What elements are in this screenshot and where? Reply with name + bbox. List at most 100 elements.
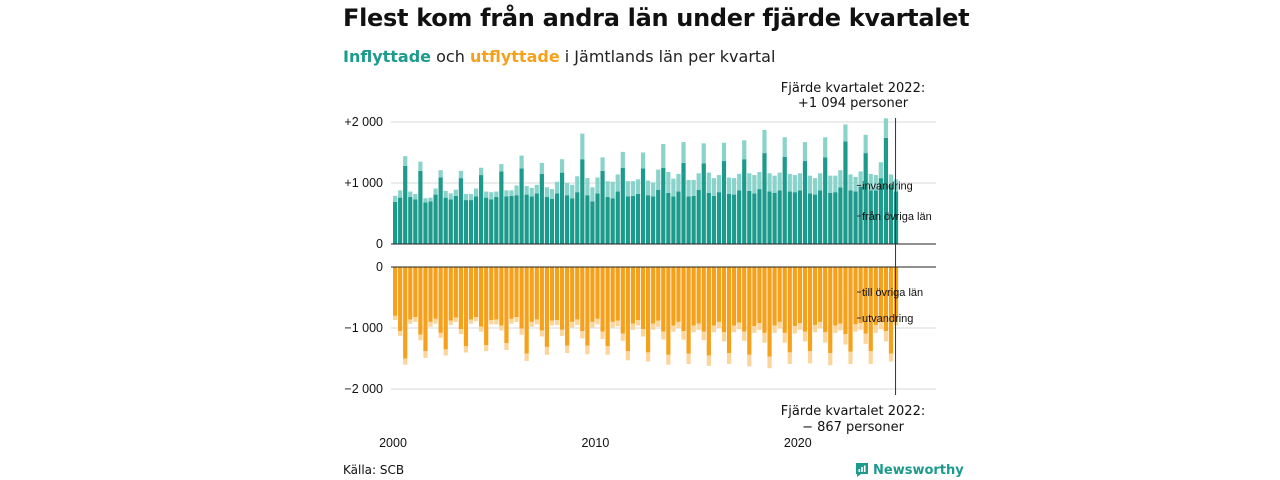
bar-out-foreign <box>878 321 883 330</box>
bar-in-foreign <box>716 175 722 193</box>
bar-in-domestic <box>640 168 646 244</box>
bar-in-domestic <box>408 197 413 244</box>
bar-in-domestic <box>782 156 787 244</box>
bar-out-foreign <box>777 321 782 329</box>
annotation-top-line1: Fjärde kvartalet 2022: <box>781 81 925 96</box>
bar-in-foreign <box>529 187 534 197</box>
bar-in-foreign <box>762 129 767 154</box>
bar-in-foreign <box>732 178 737 195</box>
bar-out-foreign <box>600 331 605 339</box>
bar-in-domestic <box>873 190 878 244</box>
bar-in-foreign <box>468 193 474 201</box>
bar-in-domestic <box>797 190 802 244</box>
bar-out-foreign <box>772 325 777 333</box>
bar-out-domestic <box>676 267 681 322</box>
bar-in-foreign <box>463 193 469 201</box>
bar-in-foreign <box>838 170 843 188</box>
bar-out-domestic <box>873 267 878 325</box>
bar-out-domestic <box>646 267 651 353</box>
bar-out-foreign <box>701 331 706 341</box>
bar-out-domestic <box>418 267 423 335</box>
bar-in-domestic <box>625 196 630 244</box>
bar-out-domestic <box>539 267 544 331</box>
bar-out-domestic <box>807 267 813 352</box>
bar-out-domestic <box>691 267 696 326</box>
bar-in-foreign <box>757 172 762 190</box>
bar-out-domestic <box>559 267 565 330</box>
bar-out-foreign <box>661 331 666 340</box>
bar-out-domestic <box>893 267 899 322</box>
bar-in-domestic <box>484 197 489 244</box>
bar-in-domestic <box>893 191 899 244</box>
bar-in-foreign <box>534 184 539 194</box>
bar-in-foreign <box>620 151 625 168</box>
annotation-top-line2: +1 094 personer <box>798 96 909 111</box>
bar-out-foreign <box>565 345 570 354</box>
bar-in-domestic <box>838 187 843 244</box>
bar-out-foreign <box>630 323 636 330</box>
bar-out-foreign <box>473 317 479 322</box>
bar-out-foreign <box>585 345 590 355</box>
bar-out-foreign <box>544 346 549 355</box>
bar-out-domestic <box>812 267 818 325</box>
bar-out-domestic <box>772 267 777 326</box>
bar-in-domestic <box>468 200 474 244</box>
bar-out-domestic <box>489 267 494 321</box>
annotation-bottom-line1: Fjärde kvartalet 2022: <box>781 404 925 419</box>
bar-out-foreign <box>403 358 408 365</box>
bar-out-domestic <box>863 267 868 334</box>
chart-subtitle: Inflyttade och utflyttade i Jämtlands lä… <box>343 47 775 66</box>
bar-in-domestic <box>494 197 499 244</box>
bar-in-foreign <box>883 118 889 138</box>
bar-in-domestic <box>539 173 544 244</box>
bar-out-domestic <box>868 267 873 352</box>
bar-out-domestic <box>747 267 752 355</box>
bar-out-domestic <box>484 267 489 346</box>
bar-in-foreign <box>818 173 823 191</box>
bar-out-domestic <box>519 267 524 329</box>
bar-out-domestic <box>777 267 782 322</box>
bar-in-foreign <box>807 175 813 194</box>
series-label: till övriga län <box>862 287 923 299</box>
bar-in-foreign <box>438 170 443 178</box>
bar-in-domestic <box>458 178 463 244</box>
bar-out-foreign <box>888 353 894 362</box>
bar-in-foreign <box>873 175 878 191</box>
x-tick-label: 2010 <box>581 436 609 450</box>
bar-in-foreign <box>676 173 681 192</box>
bar-in-domestic <box>711 195 716 244</box>
bar-in-foreign <box>595 177 600 194</box>
bar-in-domestic <box>732 194 737 244</box>
bar-out-domestic <box>458 267 463 330</box>
bar-out-domestic <box>549 267 555 321</box>
bar-in-domestic <box>878 178 883 244</box>
bar-in-domestic <box>514 195 519 244</box>
bar-in-foreign <box>812 178 818 195</box>
bar-out-domestic <box>590 267 595 322</box>
bar-out-foreign <box>509 318 514 324</box>
bar-in-domestic <box>843 141 848 244</box>
bar-out-domestic <box>453 267 458 318</box>
bar-in-foreign <box>519 155 524 169</box>
bar-out-domestic <box>797 267 802 324</box>
bar-out-foreign <box>554 320 560 325</box>
bar-out-domestic <box>762 267 767 333</box>
bar-out-foreign <box>681 331 686 340</box>
bar-out-foreign <box>706 355 711 366</box>
bar-out-foreign <box>580 331 585 339</box>
bar-out-foreign <box>620 333 625 341</box>
bar-out-foreign <box>858 323 863 330</box>
bar-out-foreign <box>504 343 509 350</box>
bar-in-domestic <box>868 190 873 244</box>
bar-out-foreign <box>463 346 469 353</box>
bar-in-domestic <box>767 191 772 244</box>
bar-in-domestic <box>726 193 732 244</box>
bar-in-domestic <box>716 192 722 244</box>
bar-out-domestic <box>696 267 701 324</box>
bar-out-foreign <box>635 320 641 326</box>
bar-out-foreign <box>676 321 681 328</box>
newsworthy-logo[interactable]: Newsworthy <box>855 462 964 478</box>
bar-in-foreign <box>393 195 398 202</box>
bar-out-foreign <box>590 321 595 328</box>
bar-out-foreign <box>721 332 727 342</box>
